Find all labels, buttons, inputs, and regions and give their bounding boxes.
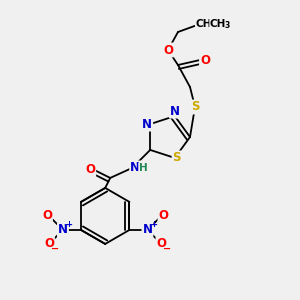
Text: H: H bbox=[139, 163, 148, 173]
Text: O: O bbox=[44, 237, 54, 250]
Text: O: O bbox=[163, 44, 173, 56]
Text: N: N bbox=[130, 161, 140, 174]
Text: CH: CH bbox=[210, 19, 226, 29]
Text: N: N bbox=[142, 118, 152, 130]
Text: S: S bbox=[172, 152, 181, 164]
Text: N: N bbox=[170, 105, 180, 118]
Text: 2: 2 bbox=[210, 22, 216, 31]
Text: −: − bbox=[51, 244, 59, 254]
Text: 3: 3 bbox=[224, 22, 230, 31]
Text: O: O bbox=[200, 53, 210, 67]
Text: O: O bbox=[158, 209, 169, 222]
Text: N: N bbox=[58, 224, 68, 236]
Text: CH: CH bbox=[196, 19, 212, 29]
Text: O: O bbox=[157, 237, 166, 250]
Text: N: N bbox=[142, 224, 152, 236]
Text: O: O bbox=[85, 164, 95, 176]
Text: O: O bbox=[42, 209, 52, 222]
Text: +: + bbox=[150, 220, 157, 230]
Text: −: − bbox=[164, 244, 172, 254]
Text: +: + bbox=[65, 220, 73, 230]
Text: S: S bbox=[191, 100, 199, 113]
